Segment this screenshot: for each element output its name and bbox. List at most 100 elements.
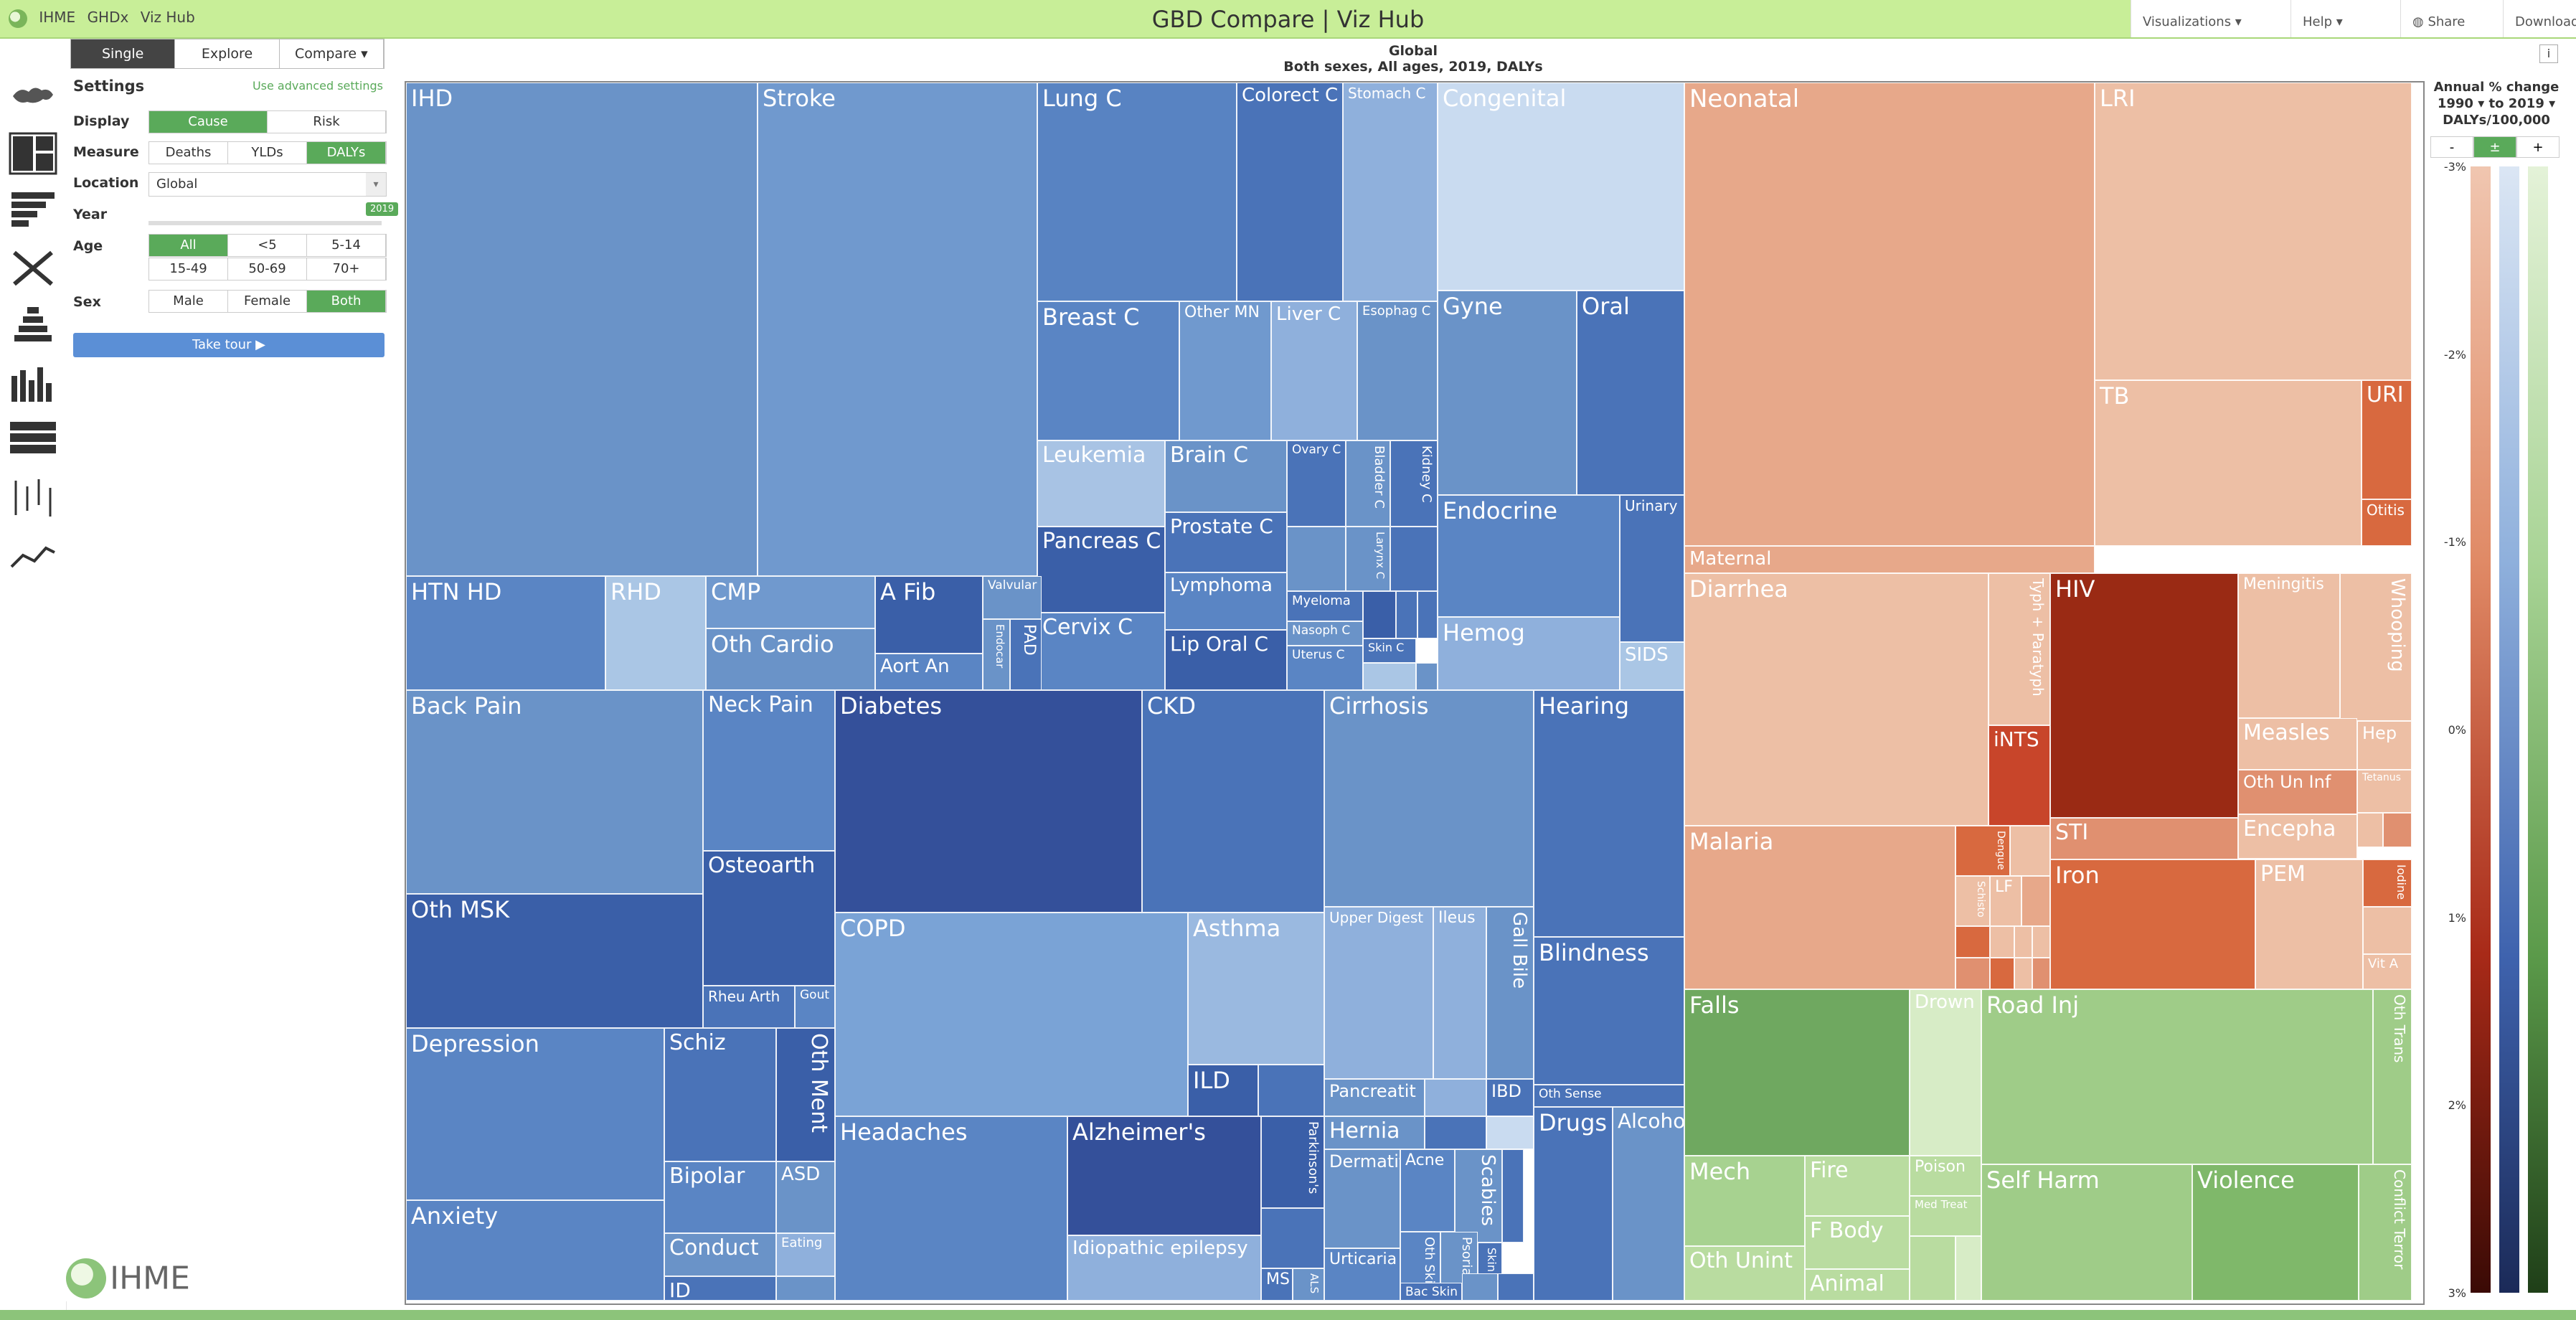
- treemap-cell[interactable]: [2014, 958, 2032, 989]
- treemap-cell-colorect-c[interactable]: Colorect C: [1237, 82, 1343, 301]
- treemap-cell[interactable]: [1955, 926, 1990, 958]
- take-tour-button[interactable]: Take tour ▶: [73, 333, 384, 357]
- legend-minus-button[interactable]: -: [2430, 136, 2473, 158]
- treemap-cell-sids[interactable]: SIDS: [1620, 642, 1684, 690]
- legend-plusminus-button[interactable]: ±: [2473, 136, 2516, 158]
- brand-vizhub[interactable]: Viz Hub: [140, 9, 195, 26]
- treemap-cell-oth-ment[interactable]: Oth Ment: [776, 1028, 835, 1161]
- treemap-cell-hemog[interactable]: Hemog: [1438, 617, 1620, 690]
- measure-ylds-option[interactable]: YLDs: [228, 142, 307, 164]
- treemap-cell[interactable]: [1261, 1208, 1324, 1268]
- treemap-cell[interactable]: [776, 1276, 835, 1301]
- treemap-cell-uri[interactable]: URI: [2362, 380, 2412, 499]
- treemap-cell-road-inj[interactable]: Road Inj: [1981, 989, 2373, 1164]
- stacked-bar-icon[interactable]: [9, 362, 57, 405]
- treemap-cell-copd[interactable]: COPD: [835, 913, 1188, 1116]
- year-slider-track[interactable]: [148, 221, 382, 225]
- treemap-cell-leukemia[interactable]: Leukemia: [1037, 440, 1165, 527]
- age-50-69-option[interactable]: 50-69: [228, 258, 307, 280]
- treemap-cell-als[interactable]: ALS: [1293, 1268, 1324, 1301]
- treemap-cell-pancreatit[interactable]: Pancreatit: [1324, 1079, 1425, 1116]
- treemap-cell-ild[interactable]: ILD: [1188, 1065, 1258, 1116]
- treemap-cell-anxiety[interactable]: Anxiety: [406, 1200, 664, 1301]
- treemap-cell-headaches[interactable]: Headaches: [835, 1116, 1067, 1301]
- treemap-cell-diarrhea[interactable]: Diarrhea: [1684, 573, 1988, 826]
- treemap-cell-parkinson-s[interactable]: Parkinson's: [1261, 1116, 1324, 1208]
- treemap-cell-schiz[interactable]: Schiz: [664, 1028, 776, 1161]
- treemap-cell-rhd[interactable]: RHD: [605, 576, 706, 690]
- treemap-cell-med-treat[interactable]: Med Treat: [1910, 1196, 1981, 1236]
- treemap-cell-alzheimer-s[interactable]: Alzheimer's: [1067, 1116, 1261, 1235]
- treemap-cell-bipolar[interactable]: Bipolar: [664, 1161, 776, 1233]
- treemap-cell-rheu-arth[interactable]: Rheu Arth: [703, 986, 795, 1028]
- treemap-cell-back-pain[interactable]: Back Pain: [406, 690, 703, 894]
- treemap-cell-drown[interactable]: Drown: [1910, 989, 1981, 1156]
- treemap-cell[interactable]: [2032, 926, 2050, 958]
- treemap-cell-dengue[interactable]: Dengue: [1955, 826, 2010, 876]
- year-slider-handle[interactable]: 2019: [366, 202, 399, 216]
- location-select[interactable]: Global ▾: [148, 172, 387, 197]
- treemap-cell-valvular[interactable]: Valvular: [983, 576, 1042, 619]
- treemap-cell[interactable]: [2383, 813, 2412, 847]
- treemap-cell-skin-c[interactable]: Skin C: [1363, 638, 1416, 663]
- treemap-cell-lung-c[interactable]: Lung C: [1037, 82, 1237, 301]
- brand-ghdx[interactable]: GHDx: [87, 9, 129, 26]
- treemap-cell-otitis[interactable]: Otitis: [2362, 499, 2412, 546]
- treemap-cell[interactable]: [1363, 663, 1416, 690]
- treemap-cell-oth-un-inf[interactable]: Oth Un Inf: [2238, 770, 2357, 814]
- treemap-cell-kidney-c[interactable]: Kidney C: [1390, 440, 1438, 527]
- treemap-cell-hep[interactable]: Hep: [2357, 721, 2412, 770]
- treemap-cell[interactable]: [1502, 1149, 1524, 1243]
- treemap-cell-lf[interactable]: LF: [1990, 876, 2021, 926]
- info-icon[interactable]: i: [2539, 44, 2558, 63]
- treemap-cell-scabies[interactable]: Scabies: [1455, 1149, 1502, 1243]
- treemap-cell-whooping[interactable]: Whooping: [2340, 573, 2412, 721]
- treemap-cell[interactable]: [1287, 527, 1346, 591]
- treemap-cell-endocar[interactable]: Endocar: [983, 619, 1010, 690]
- treemap-cell-ileus[interactable]: Ileus: [1433, 907, 1486, 1079]
- measure-dalys-option[interactable]: DALYs: [307, 142, 386, 164]
- treemap-cell[interactable]: [1425, 1079, 1486, 1116]
- treemap-cell-prostate-c[interactable]: Prostate C: [1165, 512, 1287, 572]
- treemap-cell-neck-pain[interactable]: Neck Pain: [703, 690, 835, 851]
- treemap-cell-stomach-c[interactable]: Stomach C: [1343, 82, 1438, 301]
- age-5-14-option[interactable]: 5-14: [307, 235, 386, 256]
- treemap-cell-ibd[interactable]: IBD: [1486, 1079, 1534, 1116]
- treemap-cell-pad[interactable]: PAD: [1010, 619, 1042, 690]
- treemap-cell-asthma[interactable]: Asthma: [1188, 913, 1324, 1065]
- treemap-cell-ms[interactable]: MS: [1261, 1268, 1293, 1301]
- treemap-cell-conduct[interactable]: Conduct: [664, 1233, 776, 1276]
- treemap-cell-brain-c[interactable]: Brain C: [1165, 440, 1287, 512]
- treemap-cell-liver-c[interactable]: Liver C: [1271, 301, 1357, 440]
- treemap-cell-bladder-c[interactable]: Bladder C: [1346, 440, 1390, 527]
- treemap-cell-oth-trans[interactable]: Oth Trans: [2373, 989, 2412, 1164]
- treemap-cell-eating[interactable]: Eating: [776, 1233, 835, 1276]
- treemap-cell-other-mn[interactable]: Other MN: [1179, 301, 1271, 440]
- treemap-cell-oth-sense[interactable]: Oth Sense: [1534, 1085, 1684, 1107]
- treemap-cell[interactable]: [2032, 958, 2050, 989]
- treemap-cell-id[interactable]: ID: [664, 1276, 776, 1301]
- treemap-cell[interactable]: [1425, 1116, 1486, 1149]
- treemap-cell[interactable]: [1416, 663, 1438, 690]
- treemap-cell-ovary-c[interactable]: Ovary C: [1287, 440, 1346, 527]
- treemap-cell-typh-paratyph[interactable]: Typh + Paratyph: [1988, 573, 2050, 725]
- treemap-cell[interactable]: [1258, 1065, 1324, 1116]
- treemap-cell-tb[interactable]: TB: [2095, 380, 2362, 546]
- treemap-cell-uterus-c[interactable]: Uterus C: [1287, 646, 1363, 690]
- treemap-cell-vit-a[interactable]: Vit A: [2363, 954, 2412, 989]
- treemap-cell-ints[interactable]: iNTS: [1988, 725, 2050, 826]
- treemap-cell-esophag-c[interactable]: Esophag C: [1357, 301, 1438, 440]
- treemap-cell-measles[interactable]: Measles: [2238, 718, 2357, 770]
- treemap-cell-gout[interactable]: Gout: [795, 986, 835, 1028]
- treemap-cell[interactable]: [1910, 1236, 1955, 1301]
- treemap-cell-congenital[interactable]: Congenital: [1438, 82, 1684, 291]
- treemap-cell[interactable]: [1955, 958, 1990, 989]
- treemap-cell-cirrhosis[interactable]: Cirrhosis: [1324, 690, 1534, 907]
- treemap-cell-stroke[interactable]: Stroke: [758, 82, 1037, 576]
- range-plot-icon[interactable]: [9, 476, 57, 519]
- treemap-cell[interactable]: [2010, 826, 2050, 876]
- treemap-cell-pancreas-c[interactable]: Pancreas C: [1037, 527, 1165, 613]
- treemap-cell[interactable]: [1990, 926, 2014, 958]
- treemap-cell-blindness[interactable]: Blindness: [1534, 937, 1684, 1085]
- treemap-cell[interactable]: [1396, 591, 1417, 638]
